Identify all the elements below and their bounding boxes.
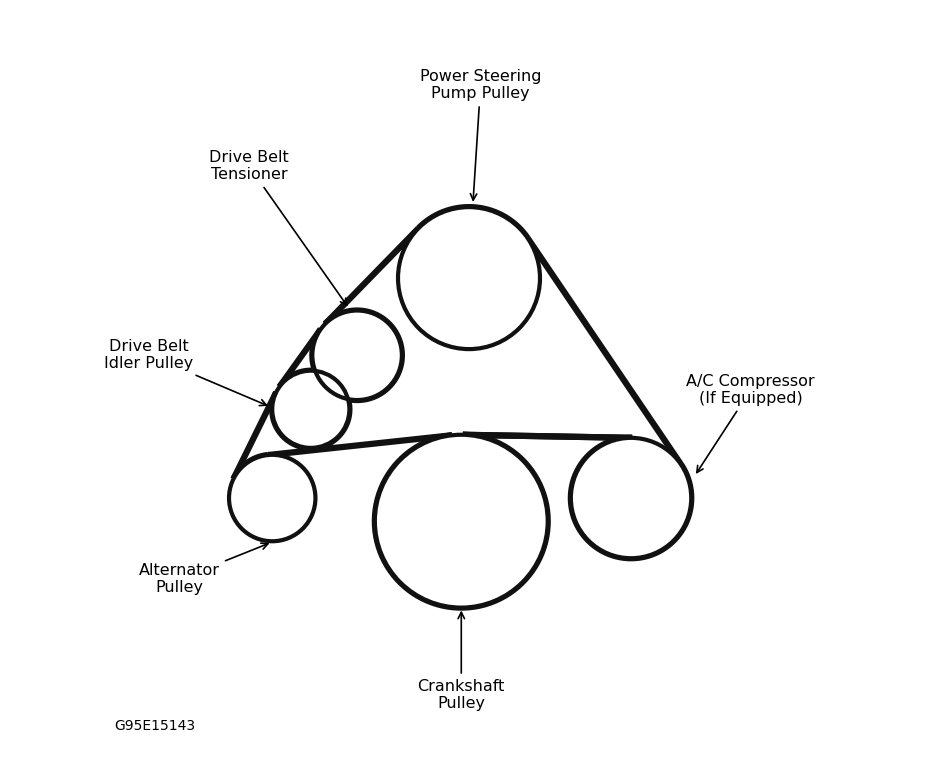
Text: Crankshaft
Pulley: Crankshaft Pulley <box>417 612 505 711</box>
Text: Power Steering
Pump Pulley: Power Steering Pump Pulley <box>420 69 541 200</box>
Circle shape <box>312 310 401 400</box>
Circle shape <box>398 207 540 349</box>
Circle shape <box>272 370 349 448</box>
Text: Alternator
Pulley: Alternator Pulley <box>139 543 268 595</box>
Text: A/C Compressor
(If Equipped): A/C Compressor (If Equipped) <box>687 374 815 473</box>
Circle shape <box>571 438 691 558</box>
Circle shape <box>375 434 548 608</box>
Circle shape <box>272 370 349 448</box>
Circle shape <box>398 207 540 349</box>
Circle shape <box>571 438 691 558</box>
Circle shape <box>312 310 401 400</box>
Text: G95E15143: G95E15143 <box>114 719 195 733</box>
Circle shape <box>229 455 315 541</box>
Text: Drive Belt
Idler Pulley: Drive Belt Idler Pulley <box>104 339 266 406</box>
Text: Drive Belt
Tensioner: Drive Belt Tensioner <box>209 150 347 305</box>
Circle shape <box>375 434 548 608</box>
Circle shape <box>229 455 315 541</box>
